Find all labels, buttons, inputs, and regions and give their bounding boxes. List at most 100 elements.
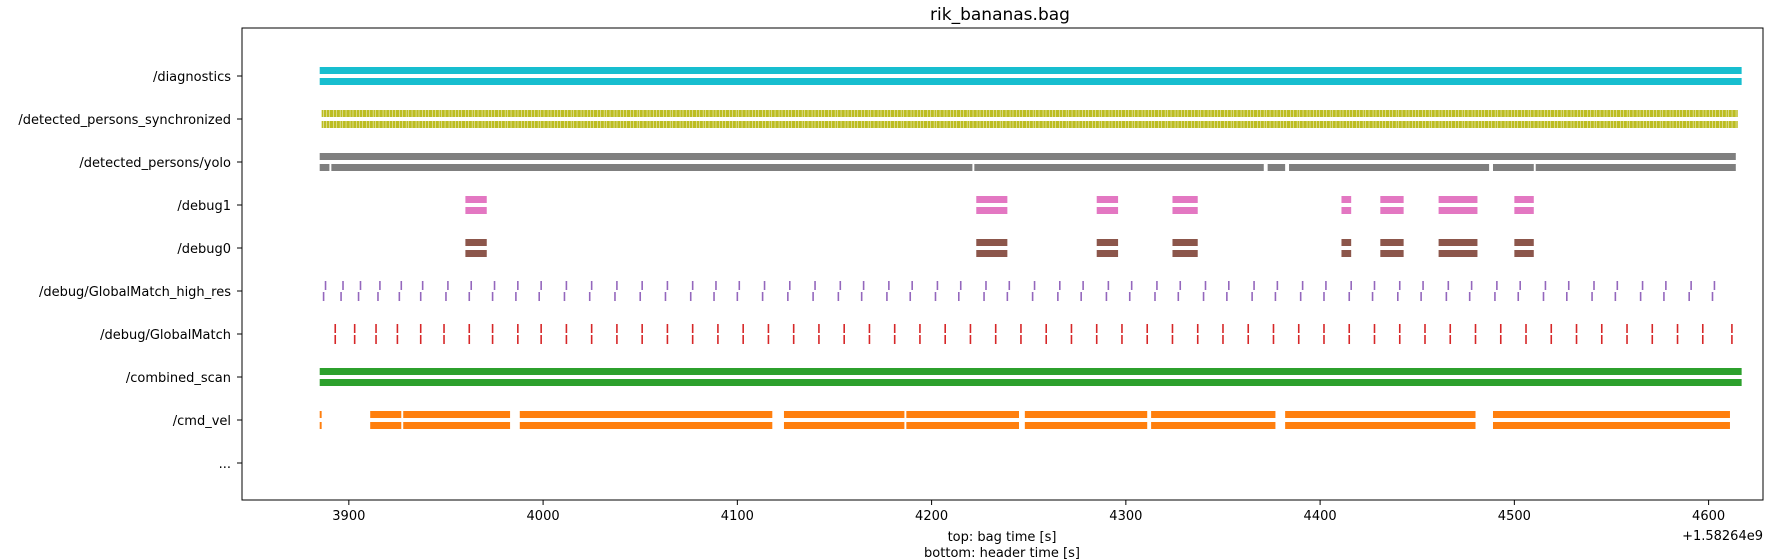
debug1-top-segment-6 xyxy=(1438,196,1478,203)
x-axis-label-top: top: bag time [s] xyxy=(948,530,1057,545)
topic-label-detected-persons-yolo: /detected_persons/yolo xyxy=(79,156,231,171)
debug0-bottom-segment-7 xyxy=(1514,250,1534,257)
cmd-vel-bottom-segment-7 xyxy=(1151,422,1276,429)
debug0-bottom-segment-0 xyxy=(465,250,487,257)
topic-label-debug-globalmatch: /debug/GlobalMatch xyxy=(100,328,231,343)
debug1-bottom-segment-5 xyxy=(1380,207,1404,214)
debug1-top-segment-0 xyxy=(465,196,487,203)
debug1-top-segment-2 xyxy=(1096,196,1119,203)
cmd-vel-top-segment-3 xyxy=(519,411,773,418)
x-tick-label-4200: 4200 xyxy=(915,509,948,524)
topic-label-debug1: /debug1 xyxy=(177,199,231,214)
plot-frame xyxy=(241,27,1764,501)
cmd-vel-bottom-segment-2 xyxy=(403,422,511,429)
detected-persons-yolo-bottom-segment-4 xyxy=(1289,164,1490,171)
topic-label-diagnostics: /diagnostics xyxy=(153,70,231,85)
debug0-bottom-segment-4 xyxy=(1341,250,1352,257)
cmd-vel-bottom-segment-0 xyxy=(319,422,322,429)
topic-label-more: ... xyxy=(219,457,231,472)
debug1-bottom-segment-7 xyxy=(1514,207,1534,214)
plot-marks xyxy=(319,67,1742,429)
x-tick-label-3900: 3900 xyxy=(332,509,365,524)
topic-label-combined-scan: /combined_scan xyxy=(126,371,231,386)
debug1-bottom-segment-0 xyxy=(465,207,487,214)
detected-persons-yolo-bottom-segment-1 xyxy=(331,164,973,171)
series-detected-persons-synchronized xyxy=(321,110,1738,128)
series-debug1 xyxy=(465,196,1534,214)
topic-labels: /diagnostics/detected_persons_synchroniz… xyxy=(18,70,242,472)
debug1-bottom-segment-6 xyxy=(1438,207,1478,214)
debug1-bottom-segment-3 xyxy=(1172,207,1198,214)
x-axis-label-bottom: bottom: header time [s] xyxy=(924,546,1080,560)
series-cmd-vel xyxy=(319,411,1730,429)
debug1-top-segment-3 xyxy=(1172,196,1198,203)
cmd-vel-top-segment-9 xyxy=(1492,411,1730,418)
combined-scan-bottom-segment-0 xyxy=(319,379,1742,386)
cmd-vel-bottom-segment-8 xyxy=(1285,422,1476,429)
cmd-vel-top-segment-8 xyxy=(1285,411,1476,418)
cmd-vel-top-segment-4 xyxy=(783,411,905,418)
series-detected-persons-yolo xyxy=(319,153,1736,171)
series-debug-globalmatch-high-res xyxy=(322,281,1716,301)
debug0-bottom-segment-2 xyxy=(1096,250,1119,257)
x-tick-label-4400: 4400 xyxy=(1304,509,1337,524)
detected-persons-yolo-bottom-segment-5 xyxy=(1492,164,1534,171)
cmd-vel-top-segment-7 xyxy=(1151,411,1276,418)
debug0-top-segment-1 xyxy=(976,239,1008,246)
diagnostics-top-segment-0 xyxy=(319,67,1742,74)
x-tick-label-4500: 4500 xyxy=(1498,509,1531,524)
cmd-vel-top-segment-5 xyxy=(906,411,1020,418)
x-tick-label-4100: 4100 xyxy=(721,509,754,524)
debug1-bottom-segment-2 xyxy=(1096,207,1119,214)
x-offset-label: +1.58264e9 xyxy=(1682,529,1763,544)
combined-scan-top-segment-0 xyxy=(319,368,1742,375)
chart-title: rik_bananas.bag xyxy=(930,5,1070,25)
topic-label-debug0: /debug0 xyxy=(177,242,231,257)
x-tick-label-4000: 4000 xyxy=(527,509,560,524)
cmd-vel-bottom-segment-4 xyxy=(783,422,905,429)
cmd-vel-top-segment-2 xyxy=(403,411,511,418)
detected-persons-yolo-bottom-segment-0 xyxy=(319,164,330,171)
cmd-vel-top-segment-6 xyxy=(1024,411,1148,418)
debug0-top-segment-3 xyxy=(1172,239,1198,246)
debug1-top-segment-1 xyxy=(976,196,1008,203)
detected-persons-yolo-bottom-segment-2 xyxy=(974,164,1264,171)
debug0-bottom-segment-5 xyxy=(1380,250,1404,257)
debug0-bottom-segment-6 xyxy=(1438,250,1478,257)
debug0-bottom-segment-3 xyxy=(1172,250,1198,257)
diagnostics-bottom-segment-0 xyxy=(319,78,1742,85)
topic-label-detected-persons-synchronized: /detected_persons_synchronized xyxy=(18,113,231,128)
topic-label-cmd-vel: /cmd_vel xyxy=(173,414,231,429)
debug0-top-segment-5 xyxy=(1380,239,1404,246)
cmd-vel-top-segment-1 xyxy=(370,411,402,418)
detected-persons-yolo-bottom-segment-6 xyxy=(1535,164,1736,171)
debug1-top-segment-5 xyxy=(1380,196,1404,203)
series-debug0 xyxy=(465,239,1534,257)
x-tick-label-4300: 4300 xyxy=(1109,509,1142,524)
debug0-top-segment-4 xyxy=(1341,239,1352,246)
debug0-top-segment-2 xyxy=(1096,239,1119,246)
debug1-top-segment-4 xyxy=(1341,196,1352,203)
x-axis: 3900 4000 4100 4200 4300 4400 4500 4600 xyxy=(332,500,1725,524)
debug1-top-segment-7 xyxy=(1514,196,1534,203)
series-diagnostics xyxy=(319,67,1742,85)
debug0-top-segment-6 xyxy=(1438,239,1478,246)
cmd-vel-bottom-segment-5 xyxy=(906,422,1020,429)
topic-label-debug-globalmatch-high-res: /debug/GlobalMatch_high_res xyxy=(39,285,231,300)
debug0-top-segment-0 xyxy=(465,239,487,246)
cmd-vel-top-segment-0 xyxy=(319,411,322,418)
x-tick-label-4600: 4600 xyxy=(1692,509,1725,524)
debug1-bottom-segment-4 xyxy=(1341,207,1352,214)
debug1-bottom-segment-1 xyxy=(976,207,1008,214)
cmd-vel-bottom-segment-9 xyxy=(1492,422,1730,429)
detected-persons-yolo-top-segment-0 xyxy=(319,153,1736,160)
debug0-top-segment-7 xyxy=(1514,239,1534,246)
debug0-bottom-segment-1 xyxy=(976,250,1008,257)
cmd-vel-bottom-segment-1 xyxy=(370,422,402,429)
detected-persons-yolo-bottom-segment-3 xyxy=(1267,164,1286,171)
cmd-vel-bottom-segment-6 xyxy=(1024,422,1148,429)
cmd-vel-bottom-segment-3 xyxy=(519,422,773,429)
series-combined-scan xyxy=(319,368,1742,386)
series-debug-globalmatch xyxy=(334,324,1733,344)
